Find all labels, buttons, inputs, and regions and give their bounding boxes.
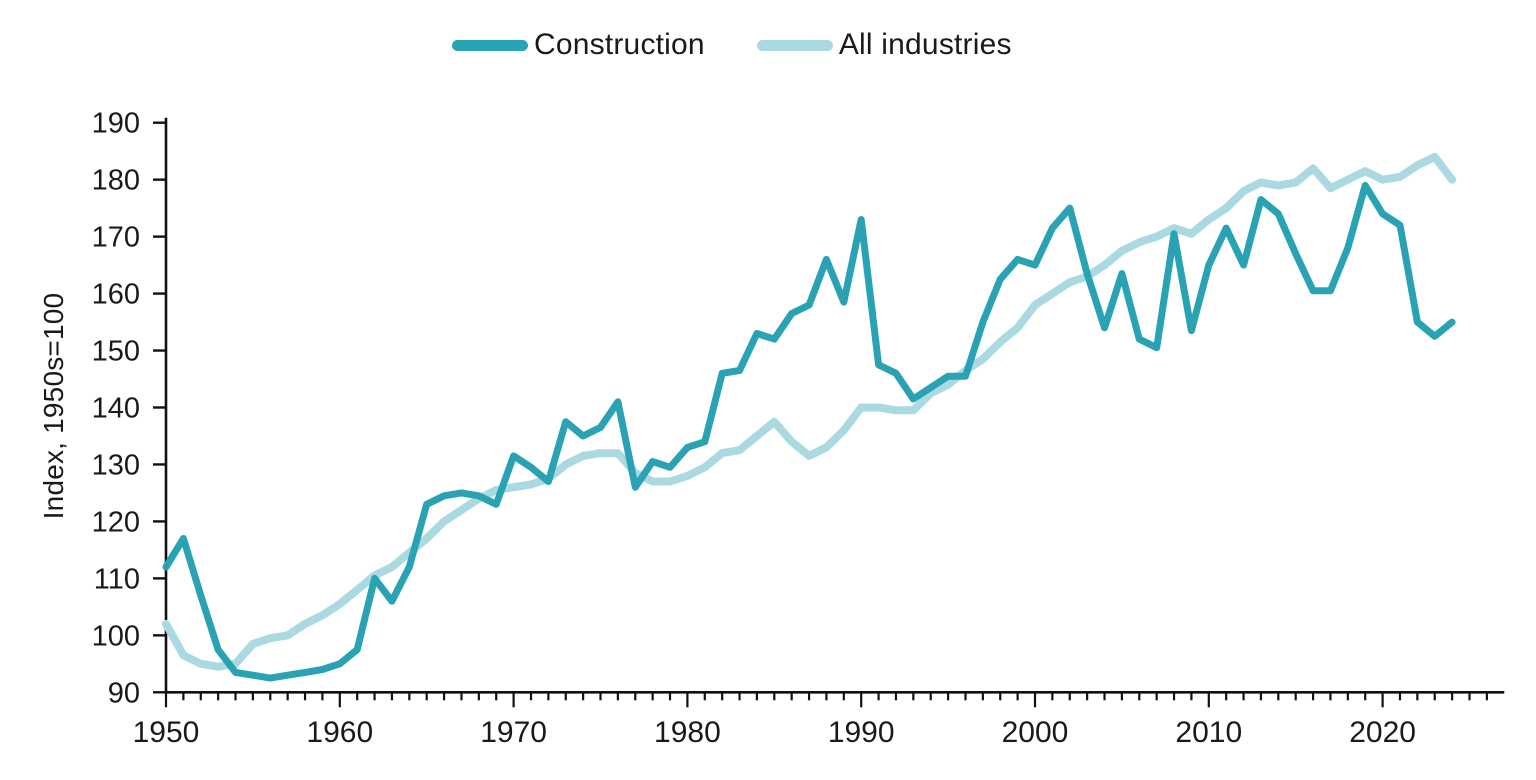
y-tick-label: 170 <box>92 222 140 254</box>
legend-label-construction: Construction <box>534 28 705 61</box>
x-tick-label: 1950 <box>133 716 200 749</box>
all-industries-line-swatch-icon <box>756 39 833 51</box>
y-tick-label: 140 <box>92 393 140 425</box>
x-tick-label: 1990 <box>828 716 895 749</box>
construction-line-swatch-icon <box>452 39 528 51</box>
legend-item-construction: Construction <box>452 28 705 62</box>
legend-item-all-industries: All industries <box>756 28 1012 62</box>
y-axis-title: Index, 1950s=100 <box>38 292 69 520</box>
y-tick-label: 150 <box>92 336 140 368</box>
y-tick-label: 100 <box>92 620 140 652</box>
construction-line <box>162 181 1456 682</box>
x-tick-label: 1960 <box>306 716 373 749</box>
x-tick-label: 1970 <box>480 716 547 749</box>
y-tick-label: 90 <box>108 677 140 709</box>
y-tick-label: 190 <box>92 108 140 140</box>
x-tick-label: 2020 <box>1349 716 1416 749</box>
y-tick-label: 120 <box>92 506 140 538</box>
y-tick-label: 160 <box>92 279 140 311</box>
x-tick-label: 2000 <box>1002 716 1069 749</box>
y-tick-label: 180 <box>92 165 140 197</box>
x-tick-label: 2010 <box>1175 716 1242 749</box>
all-industries-line <box>162 152 1457 671</box>
chart-legend: Construction All industries <box>452 26 1012 64</box>
y-tick-label: 130 <box>92 449 140 481</box>
x-tick-label: 1980 <box>654 716 721 749</box>
legend-label-all-industries: All industries <box>838 28 1012 61</box>
y-tick-label: 110 <box>94 563 140 595</box>
